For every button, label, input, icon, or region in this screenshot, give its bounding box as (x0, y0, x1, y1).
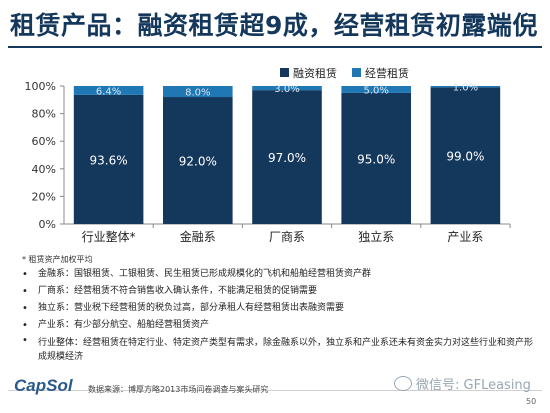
bullet-dot-icon: • (22, 303, 28, 314)
bullet-text: 独立系：营业税下经营租赁的税负过高，部分承租人有经营租赁出表融资需要 (38, 303, 345, 313)
data-label-operating: 1.0% (453, 83, 478, 94)
x-tick-label: 厂商系 (269, 229, 305, 244)
bar-operating-lease (252, 86, 322, 91)
bar-financing-lease (430, 87, 501, 224)
bullet-item: • 行业整体：经营租赁在特定行业、特定资产类型有需求，除金融系以外，独立系和产业系… (18, 334, 538, 364)
capsol-logo: CapSol (14, 376, 73, 395)
y-tick-label: 100% (25, 80, 56, 93)
y-tick-label: 0% (39, 218, 56, 231)
data-label-financing: 99.0% (446, 150, 484, 164)
data-label-operating: 5.0% (363, 85, 388, 96)
bullet-text: 厂商系：经营租赁不符合销售收入确认条件，不能满足租赁的促销需要 (38, 286, 318, 296)
x-tick-label: 独立系 (358, 229, 394, 244)
data-label-financing: 95.0% (357, 152, 395, 166)
footer-divider (8, 390, 542, 391)
data-label-operating: 3.0% (274, 84, 299, 95)
wechat-icon (394, 376, 412, 391)
legend-swatch (352, 68, 361, 77)
y-tick-label: 40% (32, 163, 56, 176)
bullet-dot-icon: • (22, 335, 28, 346)
bullet-list: • 金融系：国银租赁、工银租赁、民生租赁已形成规模化的飞机和船舶经营租赁资产群 •… (18, 266, 538, 364)
data-label-operating: 6.4% (96, 86, 121, 97)
bullet-dot-icon: • (22, 269, 28, 280)
title-divider (8, 46, 542, 48)
bullet-text: 产业系：有少部分航空、船舶经营租赁资产 (38, 320, 210, 330)
y-tick-label: 60% (32, 135, 56, 148)
chart-footnote: * 租赁资产加权平均 (22, 255, 93, 264)
bullet-item: • 金融系：国银租赁、工银租赁、民生租赁已形成规模化的飞机和船舶经营租赁资产群 (18, 266, 538, 283)
y-tick-label: 80% (32, 108, 56, 121)
bar-operating-lease (163, 86, 233, 98)
legend-label: 经营租赁 (365, 66, 409, 80)
bar-operating-lease (430, 86, 501, 88)
bullet-text: 行业整体：经营租赁在特定行业、特定资产类型有需求，除金融系以外，独立系和产业系还… (38, 338, 534, 362)
bar-operating-lease (73, 86, 144, 95)
bullet-item: • 厂商系：经营租赁不符合销售收入确认条件，不能满足租赁的促销需要 (18, 283, 538, 300)
bar-financing-lease (252, 90, 322, 224)
bar-financing-lease (341, 92, 411, 225)
data-source: 数据来源：博厚方略2013市场问卷调查与案头研究 (88, 385, 269, 394)
x-tick-label: 产业系 (447, 230, 483, 244)
data-label-financing: 93.6% (90, 153, 128, 167)
data-label-financing: 92.0% (179, 155, 217, 169)
x-tick-label: 金融系 (180, 229, 216, 244)
bullet-item: • 独立系：营业税下经营租赁的税负过高，部分承租人有经营租赁出表融资需要 (18, 300, 538, 317)
bullet-dot-icon: • (22, 286, 28, 297)
bar-financing-lease (73, 94, 144, 224)
bullet-item: • 产业系：有少部分航空、船舶经营租赁资产 (18, 317, 538, 334)
stacked-bar-chart: 0% 20% 40% 60% 80% 100% 93.6% 6.4% 行业整体* 92.0% 8.0… (25, 66, 511, 244)
bar-financing-lease (163, 97, 233, 224)
bar-operating-lease (341, 86, 411, 93)
legend-label: 融资租赁 (293, 66, 337, 80)
wechat-watermark: 微信号: GFLeasing (394, 374, 531, 393)
page-number: 50 (526, 397, 537, 406)
bullet-text: 金融系：国银租赁、工银租赁、民生租赁已形成规模化的飞机和船舶经营租赁资产群 (38, 269, 372, 279)
watermark-text: 微信号: GFLeasing (416, 378, 531, 393)
page-title: 租赁产品：融资租赁超9成，经营租赁初露端倪 (10, 11, 538, 40)
data-label-financing: 97.0% (268, 151, 306, 165)
data-label-operating: 8.0% (185, 88, 210, 99)
x-tick-label: 行业整体* (82, 229, 136, 244)
bullet-dot-icon: • (22, 320, 28, 331)
legend-swatch (280, 68, 289, 77)
y-tick-label: 20% (32, 190, 56, 203)
